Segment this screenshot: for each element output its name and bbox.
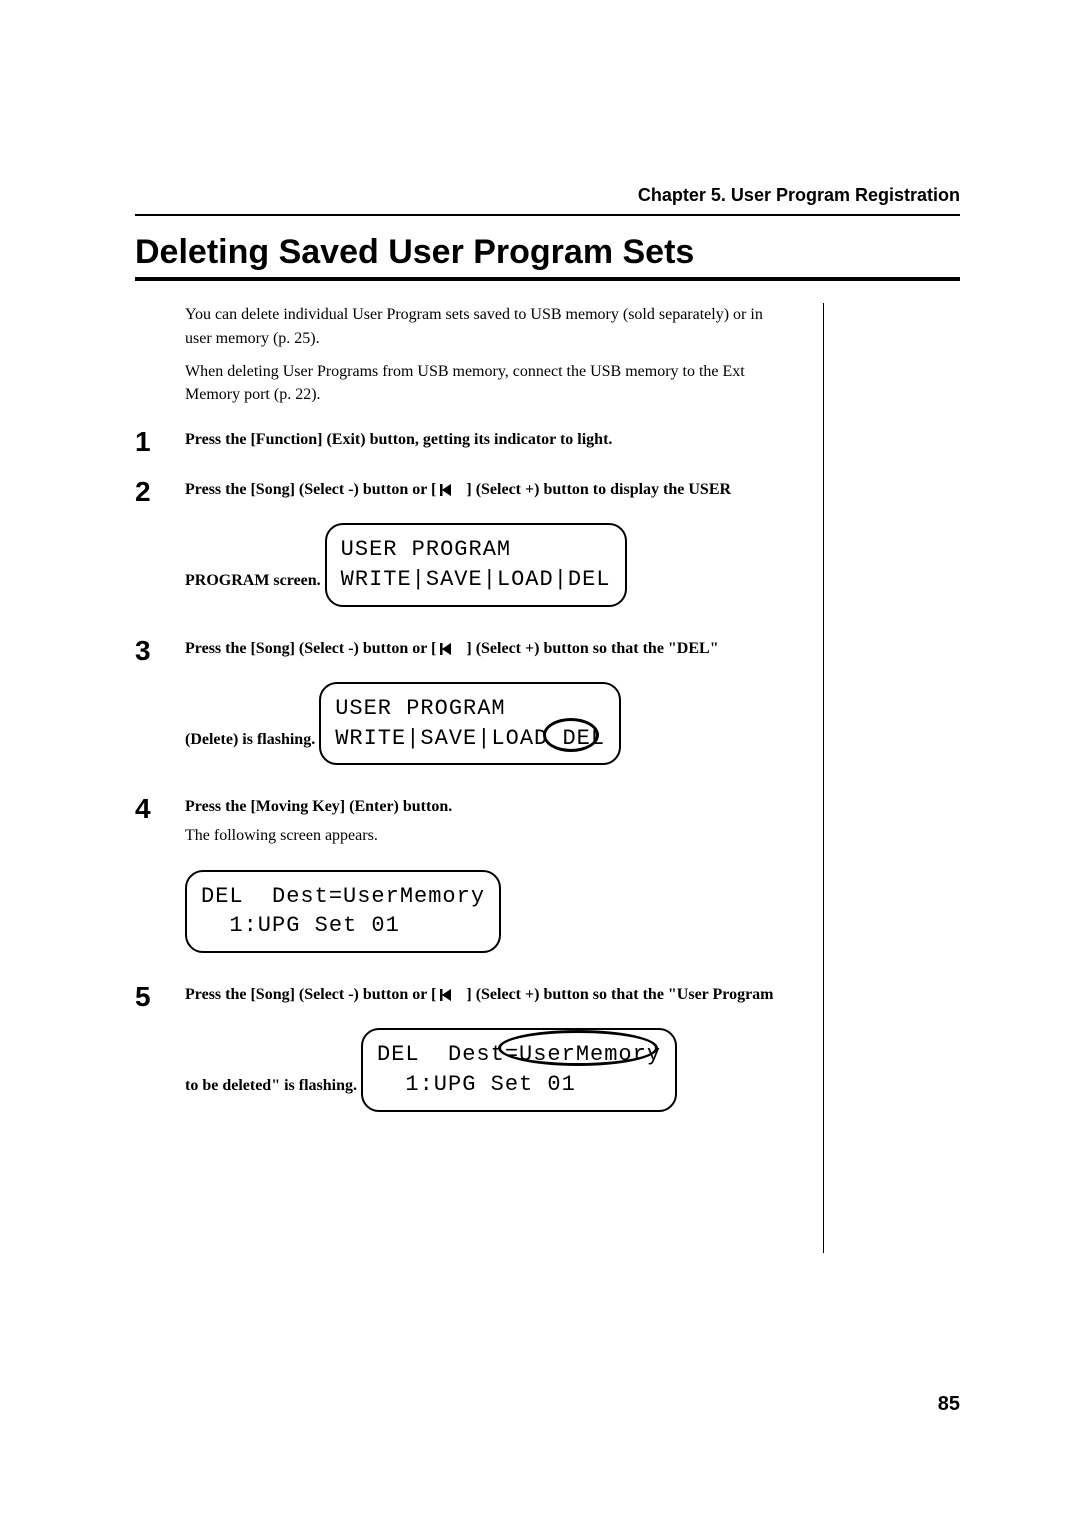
step-4-text: Press the [Moving Key] (Enter) button. (185, 798, 452, 815)
prev-track-icon (440, 484, 462, 496)
step-1-text: Press the [Function] (Exit) button, gett… (185, 431, 612, 448)
step-4-subtext: The following screen appears. (185, 824, 775, 847)
step-3: 3 Press the [Song] (Select -) button or … (135, 637, 775, 774)
chapter-header: Chapter 5. User Program Registration (135, 185, 960, 206)
step-number-5: 5 (135, 983, 185, 1120)
step-5: 5 Press the [Song] (Select -) button or … (135, 983, 775, 1120)
step-number-4: 4 (135, 795, 185, 961)
lcd-screen-3: DEL Dest=UserMemory 1:UPG Set 01 (185, 870, 501, 953)
step-4: 4 Press the [Moving Key] (Enter) button.… (135, 795, 775, 961)
step-1: 1 Press the [Function] (Exit) button, ge… (135, 428, 775, 456)
circle-highlight-usermemory (498, 1030, 658, 1066)
lcd-screen-2: USER PROGRAM WRITE|SAVE|LOAD DEL (319, 682, 621, 765)
step-number-2: 2 (135, 478, 185, 615)
intro-block: You can delete individual User Program s… (185, 303, 775, 406)
step-body-5: Press the [Song] (Select -) button or [ … (185, 983, 775, 1120)
lcd-4-line-2: 1:UPG Set 01 (377, 1070, 661, 1100)
circle-highlight-del (543, 718, 599, 752)
title-divider (135, 277, 960, 281)
lcd-1-line-2: WRITE|SAVE|LOAD|DEL (341, 565, 611, 595)
step-number-3: 3 (135, 637, 185, 774)
step-body-4: Press the [Moving Key] (Enter) button. T… (185, 795, 775, 961)
step-3-text-a: Press the [Song] (Select -) button or [ (185, 640, 440, 657)
step-body-3: Press the [Song] (Select -) button or [ … (185, 637, 775, 774)
content-area: You can delete individual User Program s… (135, 303, 960, 1253)
step-5-text-a: Press the [Song] (Select -) button or [ (185, 986, 440, 1003)
section-title: Deleting Saved User Program Sets (135, 234, 960, 271)
intro-paragraph-1: You can delete individual User Program s… (185, 303, 775, 349)
lcd-3-line-2: 1:UPG Set 01 (201, 911, 485, 941)
step-body-1: Press the [Function] (Exit) button, gett… (185, 428, 775, 456)
step-number-1: 1 (135, 428, 185, 456)
prev-track-icon (440, 989, 462, 1001)
lcd-screen-4: DEL Dest=UserMemory 1:UPG Set 01 (361, 1028, 677, 1111)
lcd-3-line-1: DEL Dest=UserMemory (201, 882, 485, 912)
step-2-text-a: Press the [Song] (Select -) button or [ (185, 481, 440, 498)
prev-track-icon (440, 643, 462, 655)
step-2: 2 Press the [Song] (Select -) button or … (135, 478, 775, 615)
step-body-2: Press the [Song] (Select -) button or [ … (185, 478, 775, 615)
header-divider (135, 214, 960, 216)
lcd-screen-1: USER PROGRAM WRITE|SAVE|LOAD|DEL (325, 523, 627, 606)
side-divider (823, 303, 824, 1253)
main-column: You can delete individual User Program s… (135, 303, 775, 1253)
page-number: 85 (938, 1393, 960, 1416)
lcd-1-line-1: USER PROGRAM (341, 535, 611, 565)
intro-paragraph-2: When deleting User Programs from USB mem… (185, 360, 775, 406)
